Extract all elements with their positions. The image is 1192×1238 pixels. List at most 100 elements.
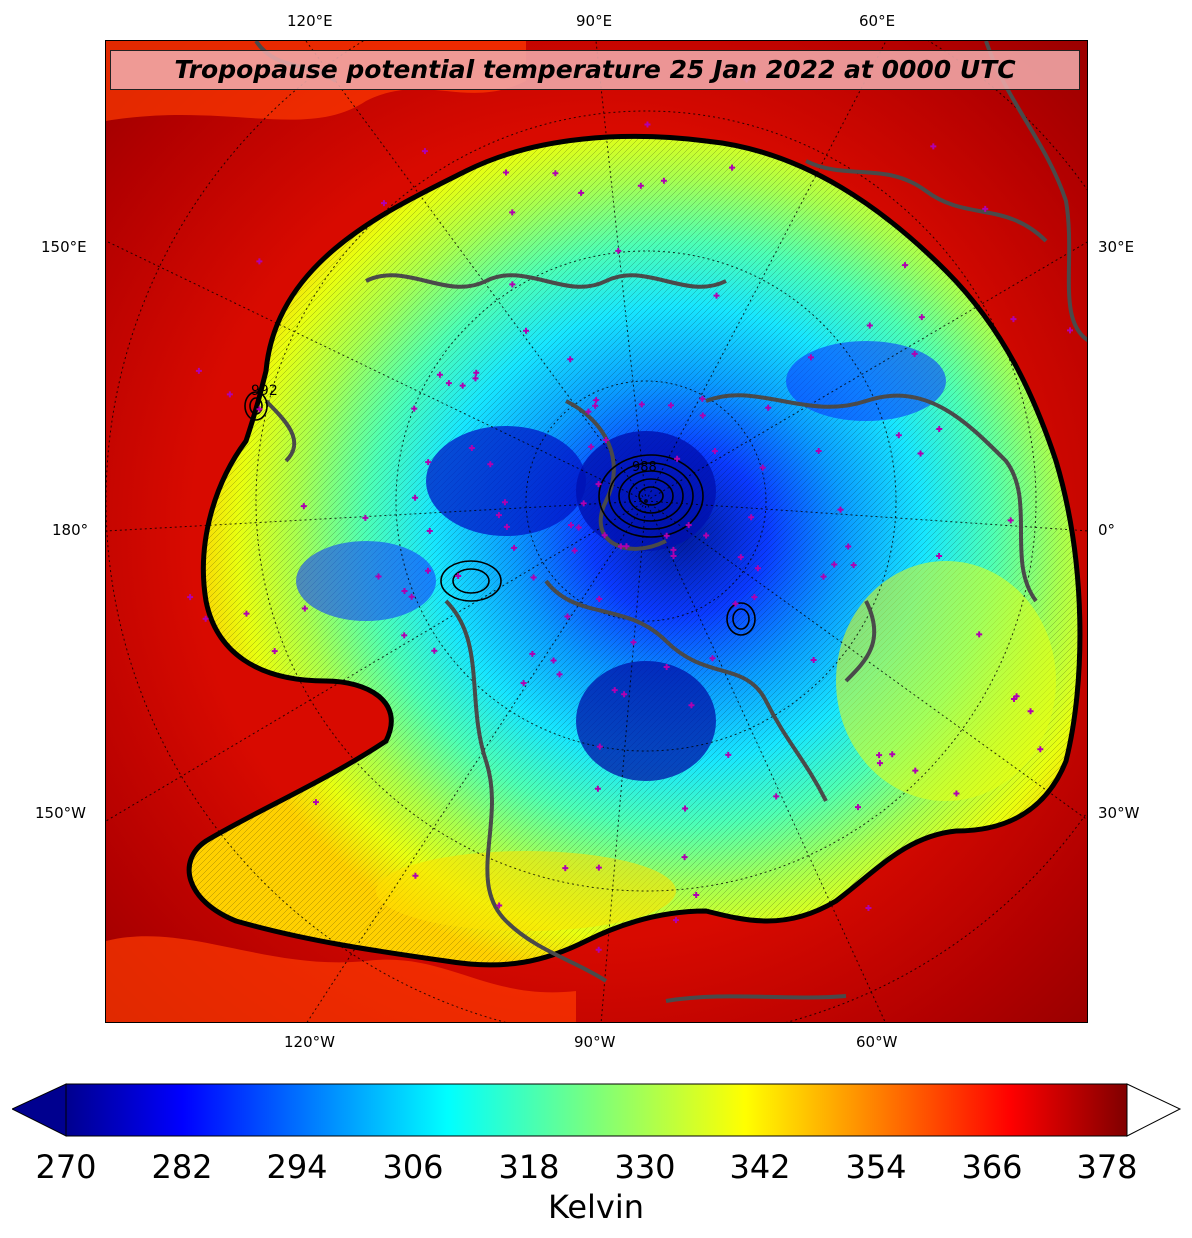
station-marker <box>580 500 587 507</box>
warm-tongue-s <box>376 851 676 931</box>
station-marker <box>1007 517 1014 524</box>
station-marker <box>820 573 827 580</box>
station-marker <box>424 567 431 574</box>
station-marker <box>496 902 503 909</box>
vortex-core-1 <box>426 426 586 536</box>
station-marker <box>529 650 536 657</box>
station-marker <box>936 552 943 559</box>
station-marker <box>501 499 508 506</box>
contour-label-988: 988 <box>632 460 657 475</box>
station-marker <box>895 432 902 439</box>
station-marker <box>602 437 609 444</box>
tropopause-theta-map: 992 988 <box>106 41 1087 1022</box>
station-marker <box>837 506 844 513</box>
station-marker <box>571 547 578 554</box>
station-marker <box>815 448 822 455</box>
vortex-core-3 <box>576 661 716 781</box>
station-marker <box>1067 327 1074 334</box>
station-marker <box>930 143 937 150</box>
station-marker <box>670 546 677 553</box>
lon-label-bottom-1: 120°W <box>284 1033 335 1051</box>
station-marker <box>663 664 670 671</box>
station-marker <box>693 891 700 898</box>
warm-tongue-se <box>836 561 1056 801</box>
station-marker <box>595 481 602 488</box>
vortex-core-4 <box>296 541 436 621</box>
station-marker <box>226 391 233 398</box>
orange-filament-sw <box>106 936 576 1022</box>
lon-label-top-3: 60°E <box>859 12 896 30</box>
station-marker <box>621 691 628 698</box>
station-marker <box>202 615 209 622</box>
station-marker <box>473 369 480 376</box>
colorbar <box>12 1082 1182 1140</box>
station-marker <box>902 262 909 269</box>
station-marker <box>495 512 502 519</box>
station-marker <box>865 904 872 911</box>
station-marker <box>601 532 608 539</box>
station-marker <box>187 594 194 601</box>
station-marker <box>375 573 382 580</box>
station-marker <box>552 170 559 177</box>
station-marker <box>408 593 415 600</box>
station-marker <box>699 412 706 419</box>
colorbar-tick-366: 366 <box>961 1148 1023 1186</box>
station-marker <box>611 687 618 694</box>
station-marker <box>412 494 419 501</box>
station-marker <box>594 785 601 792</box>
colorbar-tick-306: 306 <box>382 1148 444 1186</box>
station-marker <box>568 522 575 529</box>
station-marker <box>1037 746 1044 753</box>
station-marker <box>567 356 574 363</box>
station-marker <box>751 594 758 601</box>
lon-label-right-1: 30°E <box>1098 238 1135 256</box>
station-marker <box>682 805 689 812</box>
station-marker <box>630 639 637 646</box>
station-marker <box>773 793 780 800</box>
station-marker <box>754 565 761 572</box>
station-marker <box>523 327 530 334</box>
station-marker <box>667 402 674 409</box>
station-marker <box>300 503 307 510</box>
station-marker <box>953 790 960 797</box>
colorbar-unit: Kelvin <box>547 1188 645 1226</box>
station-marker <box>455 572 462 579</box>
station-marker <box>918 314 925 321</box>
station-marker <box>445 380 452 387</box>
station-marker <box>713 292 720 299</box>
station-marker <box>810 656 817 663</box>
station-marker <box>401 588 408 595</box>
station-marker <box>850 562 857 569</box>
station-marker <box>362 514 369 521</box>
station-marker <box>195 367 202 374</box>
station-marker <box>530 574 537 581</box>
station-marker <box>672 917 679 924</box>
station-marker <box>831 561 838 568</box>
station-marker <box>380 200 387 207</box>
station-marker <box>564 613 571 620</box>
station-marker <box>711 448 718 455</box>
colorbar-extend-min <box>12 1083 67 1137</box>
station-marker <box>670 553 677 560</box>
station-marker <box>411 405 418 412</box>
station-marker <box>509 281 516 288</box>
station-marker <box>562 865 569 872</box>
station-markers <box>187 76 1074 953</box>
station-marker <box>312 799 319 806</box>
vortex-core-2 <box>576 431 716 551</box>
station-marker <box>638 401 645 408</box>
station-marker <box>503 169 510 176</box>
station-marker <box>617 543 624 550</box>
station-marker <box>1027 708 1034 715</box>
station-marker <box>685 522 692 529</box>
station-marker <box>660 177 667 184</box>
station-marker <box>854 804 861 811</box>
station-marker <box>637 182 644 189</box>
map-title: Tropopause potential temperature 25 Jan … <box>110 50 1080 90</box>
station-marker <box>556 671 563 678</box>
station-marker <box>759 464 766 471</box>
station-marker <box>748 514 755 521</box>
station-marker <box>431 647 438 654</box>
pressure-contours <box>244 391 756 636</box>
station-marker <box>681 854 688 861</box>
